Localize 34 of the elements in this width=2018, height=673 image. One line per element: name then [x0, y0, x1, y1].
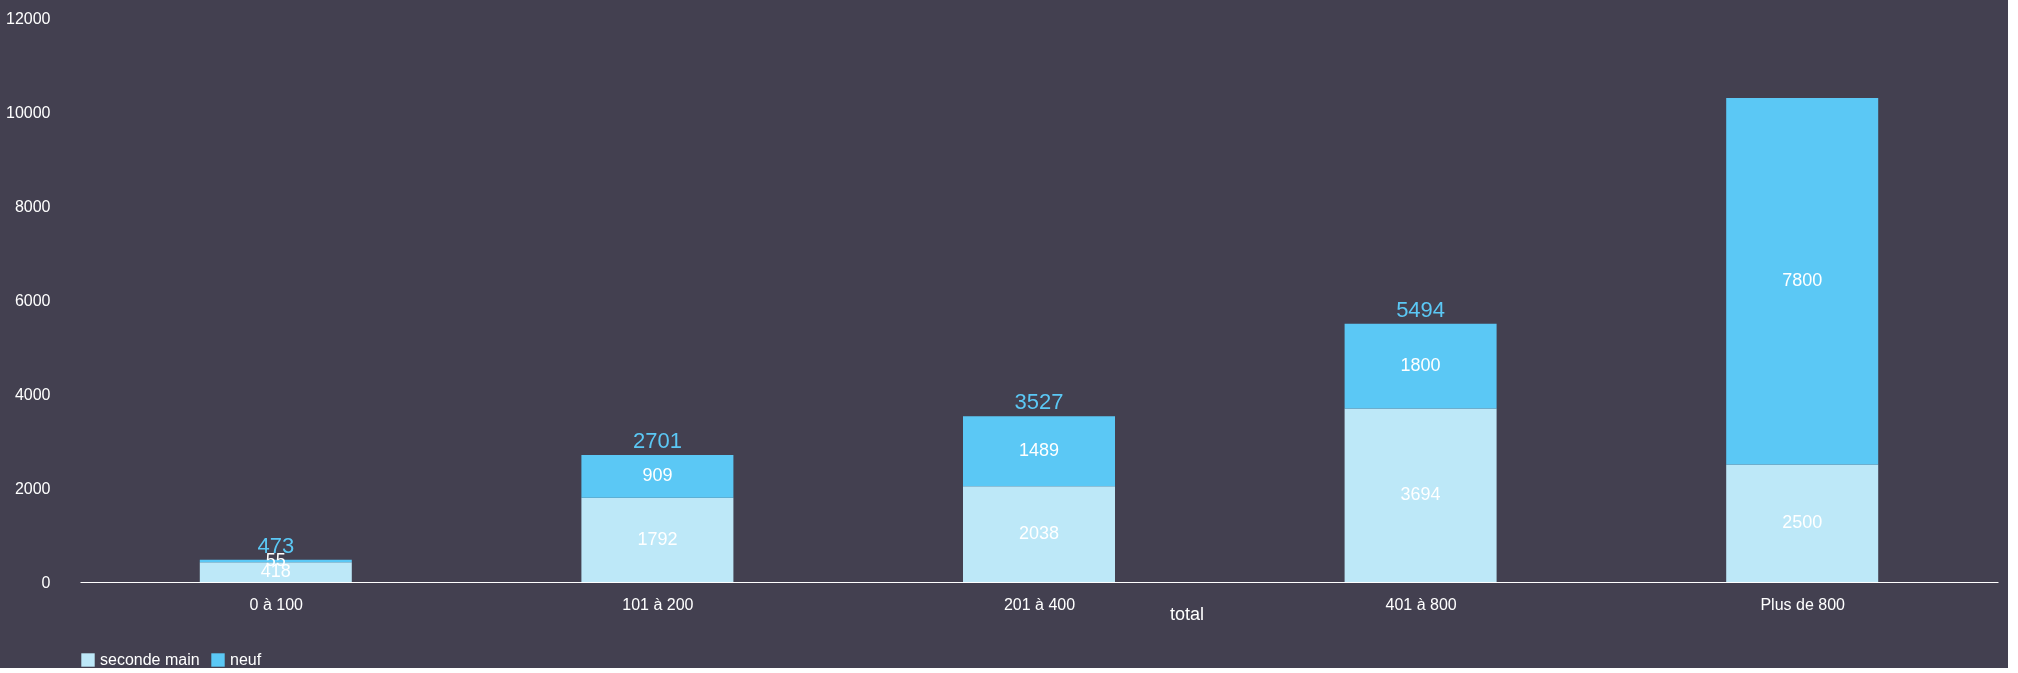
data-label: 1800: [1400, 355, 1441, 376]
data-label: 909: [642, 465, 673, 486]
y-tick-label: 8000: [14, 197, 51, 215]
legend-label: seconde main: [100, 651, 200, 668]
data-label: 1792: [637, 528, 678, 549]
y-tick-label: 4000: [14, 385, 51, 403]
x-tick-label: 401 à 800: [1385, 595, 1457, 613]
y-tick-label: 12000: [6, 9, 51, 27]
x-tick-label: 0 à 100: [249, 595, 304, 613]
y-tick-label: 2000: [14, 479, 51, 497]
total-label: 3527: [1014, 389, 1064, 415]
data-label: 3694: [1400, 484, 1441, 505]
data-label: 1489: [1018, 440, 1060, 461]
y-tick-label: 10000: [6, 103, 51, 121]
data-label: 2038: [1018, 523, 1060, 544]
x-tick-label: 101 à 200: [622, 595, 694, 613]
bar: [1344, 408, 1497, 582]
bar: [1344, 323, 1497, 409]
bar: [581, 497, 734, 582]
legend-label: neuf: [230, 651, 262, 668]
x-tick-label: Plus de 800: [1760, 595, 1846, 613]
total-label: 5494: [1396, 296, 1446, 322]
bar: [581, 455, 734, 498]
data-label: 2500: [1782, 512, 1823, 533]
y-tick-label: 6000: [14, 291, 51, 309]
text: total: [1170, 604, 1205, 624]
bar: [963, 486, 1115, 582]
y-tick-label: 0: [41, 573, 51, 591]
bar: [963, 416, 1115, 487]
total-label: 2701: [632, 428, 682, 454]
bar: [1726, 97, 1879, 465]
data-label: 7800: [1782, 270, 1823, 291]
x-tick-label: 201 à 400: [1003, 595, 1076, 613]
bar: [1726, 464, 1879, 582]
